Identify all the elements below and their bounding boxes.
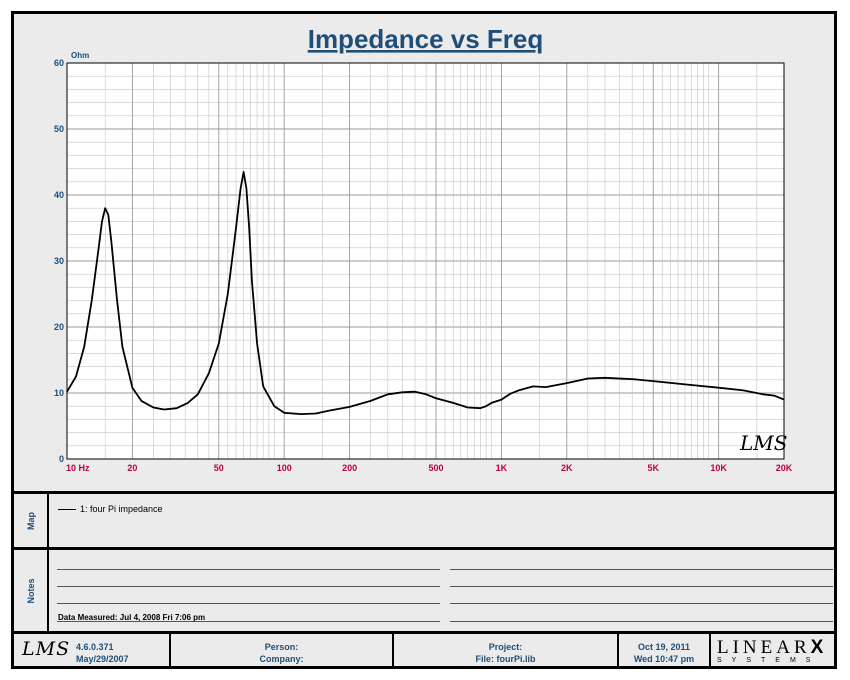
note-line xyxy=(450,603,833,604)
brand-name: LINEAR xyxy=(717,637,811,658)
x-tick-label: 5K xyxy=(647,463,659,473)
file-name: File: fourPi.lib xyxy=(475,654,536,664)
report-date: Oct 19, 2011 xyxy=(637,642,691,652)
project-label: Project: xyxy=(488,642,523,652)
report-time: Wed 10:47 pm xyxy=(633,654,695,664)
y-axis-unit-label: Ohm xyxy=(71,51,89,60)
impedance-series-line xyxy=(66,171,785,415)
x-tick-label: 20K xyxy=(776,463,793,473)
x-tick-label: 10K xyxy=(710,463,727,473)
footer-brand-cell: LINEARX SYSTEMS xyxy=(711,634,834,666)
footer-bar: LMS 4.6.0.371 May/29/2007 Person: Compan… xyxy=(11,631,837,669)
x-tick-label: 500 xyxy=(429,463,444,473)
impedance-chart: Impedance vs Freq Ohm 0 10 20 30 40 50 60 10 H… xyxy=(54,24,793,473)
x-tick-label: 10 Hz xyxy=(66,463,90,473)
note-line xyxy=(57,621,440,622)
map-section: Map 1: four Pi impedance xyxy=(11,491,837,547)
y-tick-label: 50 xyxy=(54,124,64,134)
notes-section: Notes Data Measured: Jul 4, 2008 Fri 7:0… xyxy=(11,547,837,631)
lms-logo: LMS xyxy=(22,638,71,660)
note-line xyxy=(450,569,833,570)
note-line xyxy=(57,569,440,570)
footer-version-cell: LMS 4.6.0.371 May/29/2007 xyxy=(14,634,171,666)
y-tick-label: 20 xyxy=(54,322,64,332)
legend-entry: 1: four Pi impedance xyxy=(58,504,163,514)
x-tick-label: 50 xyxy=(214,463,224,473)
y-tick-label: 40 xyxy=(54,190,64,200)
y-tick-labels: 0 10 20 30 40 50 60 xyxy=(54,58,64,464)
legend-line-swatch xyxy=(58,508,76,510)
lms-watermark: LMS xyxy=(739,431,787,455)
person-label: Person: xyxy=(264,642,299,652)
software-version-date: May/29/2007 xyxy=(76,654,129,664)
note-line xyxy=(57,603,440,604)
brand-mark: X xyxy=(810,637,824,658)
y-tick-label: 10 xyxy=(54,388,64,398)
plot-area-border xyxy=(66,62,785,460)
x-tick-label: 200 xyxy=(342,463,357,473)
y-tick-label: 30 xyxy=(54,256,64,266)
company-label: Company: xyxy=(259,654,304,664)
map-side-label: Map xyxy=(14,494,49,547)
legend-entry-label: 1: four Pi impedance xyxy=(80,504,163,514)
y-tick-label: 60 xyxy=(54,58,64,68)
note-line xyxy=(450,621,833,622)
note-line xyxy=(450,586,833,587)
chart-title: Impedance vs Freq xyxy=(308,24,544,54)
software-version: 4.6.0.371 xyxy=(76,642,114,652)
date-measured: Data Measured: Jul 4, 2008 Fri 7:06 pm xyxy=(58,613,206,622)
x-tick-labels: 10 Hz 20 50 100 200 500 1K 2K 5K 10K 20K xyxy=(66,463,793,473)
x-tick-label: 100 xyxy=(277,463,292,473)
notes-side-label: Notes xyxy=(14,550,49,631)
footer-date-cell: Oct 19, 2011 Wed 10:47 pm xyxy=(619,634,711,666)
footer-person-cell: Person: Company: xyxy=(171,634,394,666)
note-line xyxy=(57,586,440,587)
y-tick-label: 0 xyxy=(59,454,64,464)
x-tick-label: 2K xyxy=(561,463,573,473)
brand-subtitle: SYSTEMS xyxy=(717,657,821,664)
x-tick-label: 1K xyxy=(496,463,508,473)
footer-project-cell: Project: File: fourPi.lib xyxy=(394,634,619,666)
x-tick-label: 20 xyxy=(127,463,137,473)
linearx-logo: LINEARX SYSTEMS xyxy=(717,637,823,664)
